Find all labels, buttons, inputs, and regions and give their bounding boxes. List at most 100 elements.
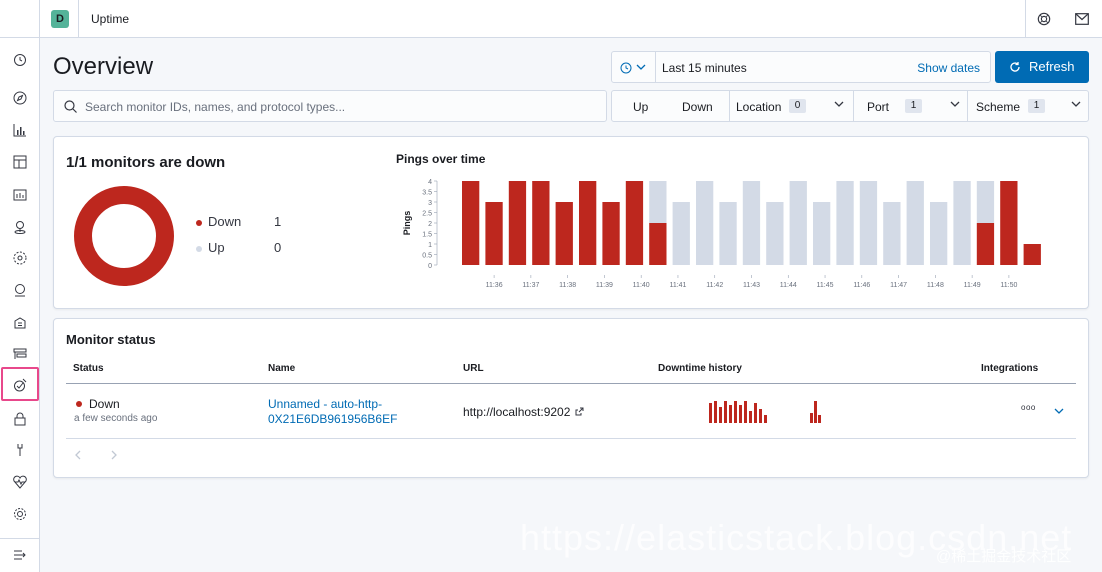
downtime-bar	[734, 401, 737, 423]
bar-down	[649, 223, 667, 265]
downtime-bar	[754, 403, 757, 423]
downtime-bar	[739, 405, 742, 423]
x-tick-label: 11:49	[964, 282, 981, 289]
monitor-name-link-line2[interactable]: 0X21E6DB961956B6EF	[268, 412, 398, 426]
visualize-icon[interactable]	[12, 122, 28, 138]
more-actions-icon[interactable]: ooo	[1021, 403, 1036, 412]
column-header-status[interactable]: Status	[73, 363, 104, 374]
x-tick-label: 11:42	[706, 282, 723, 289]
divider	[0, 538, 39, 539]
chevron-down-icon	[636, 64, 646, 70]
legend-down-value: 1	[274, 214, 282, 229]
downtime-bar	[818, 415, 821, 423]
refresh-button[interactable]: Refresh	[995, 51, 1089, 83]
legend-item-down: Down 1	[196, 214, 296, 232]
bar-up	[672, 202, 690, 265]
column-header-downtime-history[interactable]: Downtime history	[658, 363, 742, 374]
x-tick-label: 11:41	[669, 282, 686, 289]
refresh-label: Refresh	[1029, 59, 1075, 74]
column-header-integrations[interactable]: Integrations	[981, 363, 1039, 374]
bar-down	[976, 223, 995, 265]
bar-up	[742, 181, 761, 265]
monitoring-icon[interactable]	[12, 474, 28, 490]
refresh-icon	[1010, 62, 1020, 72]
monitor-name-link-line1[interactable]: Unnamed - auto-http-	[268, 397, 383, 411]
filter-location-button[interactable]: Location 0	[729, 91, 854, 121]
external-link-icon[interactable]	[575, 407, 584, 416]
x-tick-label: 11:39	[596, 282, 613, 289]
mail-icon[interactable]	[1075, 13, 1089, 25]
y-axis-label: Pings	[402, 211, 412, 236]
uptime-icon[interactable]	[12, 377, 28, 393]
filter-port-count: 1	[905, 99, 922, 113]
filter-down-button[interactable]: Down	[668, 91, 729, 121]
downtime-bar	[814, 401, 817, 423]
divider	[78, 0, 79, 38]
filter-location-label: Location	[736, 100, 782, 114]
bar-up	[766, 202, 784, 265]
monitor-url-link[interactable]: http://localhost:9202	[463, 405, 571, 419]
column-header-name[interactable]: Name	[268, 363, 296, 374]
maps-icon[interactable]	[12, 219, 28, 235]
filter-scheme-button[interactable]: Scheme 1	[967, 91, 1089, 121]
page-title: Overview	[53, 53, 154, 80]
top-left-cell	[0, 0, 40, 38]
space-avatar[interactable]: D	[51, 10, 69, 28]
filter-up-button[interactable]: Up	[612, 91, 668, 121]
dashboard-icon[interactable]	[12, 154, 28, 170]
bar-up	[883, 202, 901, 265]
search-placeholder: Search monitor IDs, names, and protocol …	[85, 100, 346, 114]
x-tick-label: 11:47	[890, 282, 907, 289]
recent-icon[interactable]	[12, 52, 28, 68]
bar-down	[1023, 244, 1041, 265]
dev-tools-icon[interactable]	[12, 442, 28, 458]
pagination-next-icon[interactable]	[111, 450, 118, 460]
column-header-url[interactable]: URL	[463, 363, 484, 374]
bar-up	[649, 181, 667, 223]
breadcrumb-app-title[interactable]: Uptime	[91, 12, 130, 26]
show-dates-link[interactable]: Show dates	[917, 61, 980, 75]
date-range-label[interactable]: Last 15 minutes	[662, 61, 747, 75]
infrastructure-icon[interactable]	[12, 282, 28, 298]
x-tick-label: 11:38	[559, 282, 576, 289]
search-icon	[64, 100, 77, 113]
downtime-bar	[744, 401, 747, 423]
bar-up	[836, 181, 854, 265]
siem-icon[interactable]	[12, 411, 28, 427]
downtime-history-sparkline	[709, 401, 821, 423]
ml-icon[interactable]	[12, 250, 28, 266]
monitor-status-time: a few seconds ago	[74, 413, 158, 424]
logs-icon[interactable]	[12, 315, 28, 331]
y-tick-label: 0.5	[422, 253, 432, 260]
filter-port-button[interactable]: Port 1	[853, 91, 968, 121]
quick-select-button[interactable]	[612, 52, 656, 82]
calendar-clock-icon	[620, 62, 632, 74]
bar-up	[953, 181, 971, 265]
pings-chart-title: Pings over time	[396, 152, 486, 166]
bar-down	[532, 181, 550, 265]
canvas-icon[interactable]	[12, 186, 28, 202]
bar-down	[462, 181, 480, 265]
apm-icon[interactable]	[12, 346, 28, 362]
help-icon[interactable]	[1037, 12, 1051, 26]
filter-location-count: 0	[789, 99, 806, 113]
bar-down	[1000, 181, 1018, 265]
x-tick-label: 11:48	[927, 282, 944, 289]
filter-group: Up Down Location 0 Port 1 Scheme 1	[611, 90, 1089, 122]
y-tick-label: 1.5	[422, 232, 432, 239]
table-row-divider	[66, 438, 1076, 439]
pagination-prev-icon[interactable]	[74, 450, 81, 460]
bar-up	[789, 181, 807, 265]
x-tick-label: 11:40	[633, 282, 650, 289]
discover-icon[interactable]	[12, 90, 28, 106]
bar-down	[602, 202, 620, 265]
collapse-nav-icon[interactable]	[12, 547, 28, 563]
bar-up	[976, 181, 995, 223]
downtime-bar	[749, 411, 752, 423]
legend-item-up: Up 0	[196, 240, 296, 258]
management-gear-icon[interactable]	[12, 506, 28, 522]
date-picker[interactable]: Last 15 minutes Show dates	[611, 51, 991, 83]
search-input[interactable]: Search monitor IDs, names, and protocol …	[53, 90, 607, 122]
legend-down-label: Down	[208, 214, 242, 229]
expand-row-chevron-icon[interactable]	[1054, 408, 1064, 415]
